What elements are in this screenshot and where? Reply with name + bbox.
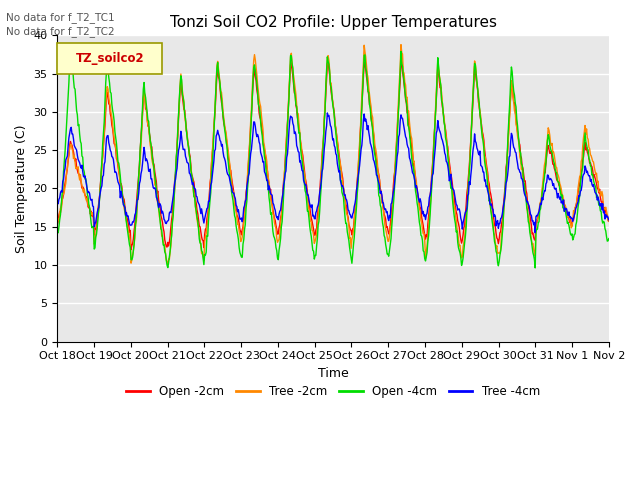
Tree -4cm: [401, 129, 409, 134]
Text: No data for f_T2_TC1: No data for f_T2_TC1: [6, 12, 115, 23]
Tree -4cm: [176, 138, 184, 144]
Tree -4cm: [417, 199, 425, 205]
Open -2cm: [120, 197, 128, 203]
FancyBboxPatch shape: [58, 43, 162, 73]
Open -4cm: [205, 207, 213, 213]
Open -4cm: [54, 228, 61, 233]
Open -2cm: [206, 180, 214, 186]
Tree -4cm: [531, 230, 539, 236]
Open -2cm: [63, 165, 71, 170]
Line: Open -2cm: Open -2cm: [58, 60, 609, 250]
Open -2cm: [402, 96, 410, 102]
Tree -2cm: [206, 187, 214, 193]
Open -4cm: [605, 236, 612, 241]
Open -2cm: [605, 218, 612, 224]
Tree -2cm: [120, 205, 128, 211]
Line: Tree -2cm: Tree -2cm: [58, 45, 609, 264]
Open -4cm: [401, 87, 409, 93]
X-axis label: Time: Time: [317, 367, 349, 380]
Text: No data for f_T2_TC2: No data for f_T2_TC2: [6, 26, 115, 37]
Open -4cm: [397, 48, 405, 54]
Tree -2cm: [402, 82, 410, 88]
Open -4cm: [120, 202, 128, 207]
Open -2cm: [54, 221, 61, 227]
Tree -4cm: [323, 110, 331, 116]
Legend: Open -2cm, Tree -2cm, Open -4cm, Tree -4cm: Open -2cm, Tree -2cm, Open -4cm, Tree -4…: [122, 381, 545, 403]
Tree -2cm: [418, 220, 426, 226]
Open -2cm: [177, 81, 185, 86]
Line: Tree -4cm: Tree -4cm: [58, 113, 609, 233]
Tree -2cm: [54, 220, 61, 226]
Tree -2cm: [63, 166, 71, 171]
Tree -2cm: [605, 218, 612, 224]
Open -2cm: [418, 215, 426, 221]
Open -4cm: [417, 232, 425, 238]
Tree -4cm: [205, 199, 213, 204]
Open -2cm: [397, 57, 405, 63]
Tree -4cm: [605, 217, 612, 223]
Tree -2cm: [164, 262, 172, 267]
Tree -4cm: [54, 199, 61, 204]
Tree -2cm: [397, 42, 405, 48]
Tree -4cm: [63, 153, 71, 159]
Line: Open -4cm: Open -4cm: [58, 51, 609, 268]
Open -4cm: [63, 107, 71, 112]
Title: Tonzi Soil CO2 Profile: Upper Temperatures: Tonzi Soil CO2 Profile: Upper Temperatur…: [170, 15, 497, 30]
Open -2cm: [127, 247, 135, 252]
Tree -4cm: [120, 203, 128, 209]
Y-axis label: Soil Temperature (C): Soil Temperature (C): [15, 124, 28, 252]
Tree -2cm: [177, 71, 185, 77]
Open -4cm: [531, 265, 539, 271]
Text: TZ_soilco2: TZ_soilco2: [76, 52, 144, 65]
Open -4cm: [176, 83, 184, 88]
